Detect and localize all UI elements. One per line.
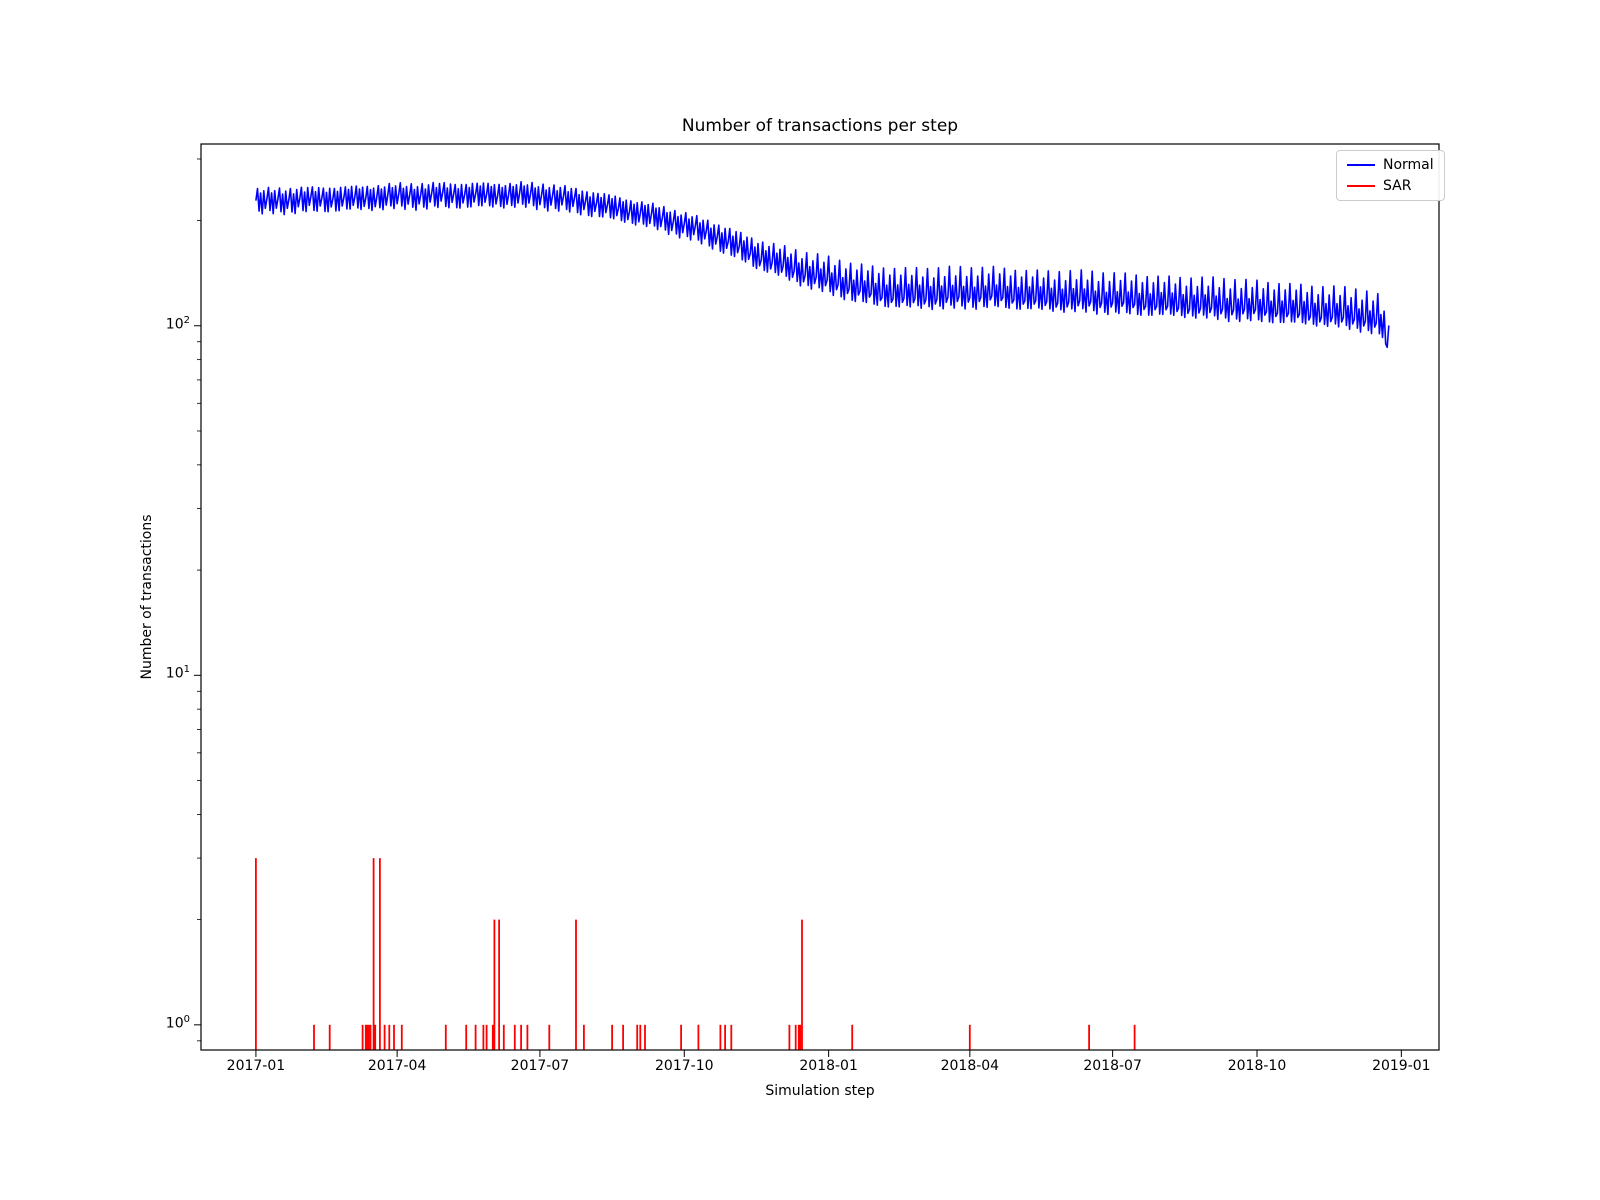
x-tick-label: 2017-07 bbox=[510, 1058, 570, 1074]
chart-title: Number of transactions per step bbox=[681, 116, 959, 136]
sar-line-swatch bbox=[1347, 185, 1375, 187]
legend-label-normal: Normal bbox=[1383, 157, 1434, 173]
legend: Normal SAR bbox=[1336, 150, 1445, 201]
x-tick-label: 2017-04 bbox=[367, 1058, 427, 1074]
axes-frame bbox=[200, 143, 1440, 1051]
x-tick-label: 2018-01 bbox=[799, 1058, 858, 1074]
legend-entry-sar: SAR bbox=[1347, 179, 1434, 193]
normal-line-swatch bbox=[1347, 164, 1375, 166]
y-tick-label: 101 bbox=[165, 664, 190, 682]
x-tick-label: 2018-07 bbox=[1083, 1058, 1142, 1074]
legend-entry-normal: Normal bbox=[1347, 158, 1434, 172]
y-tick-label: 102 bbox=[165, 314, 190, 333]
y-axis-label: Number of transactions bbox=[139, 514, 155, 680]
y-tick-label: 100 bbox=[165, 1013, 190, 1032]
x-tick-label: 2017-10 bbox=[655, 1058, 714, 1074]
x-tick-label: 2018-10 bbox=[1227, 1058, 1287, 1074]
legend-label-sar: SAR bbox=[1383, 178, 1412, 194]
normal-series-line bbox=[255, 181, 1390, 349]
x-tick-label: 2017-01 bbox=[226, 1058, 286, 1074]
x-axis-label: Simulation step bbox=[765, 1083, 875, 1099]
x-tick-label: 2019-01 bbox=[1372, 1058, 1431, 1074]
x-tick-label: 2018-04 bbox=[940, 1058, 1000, 1074]
